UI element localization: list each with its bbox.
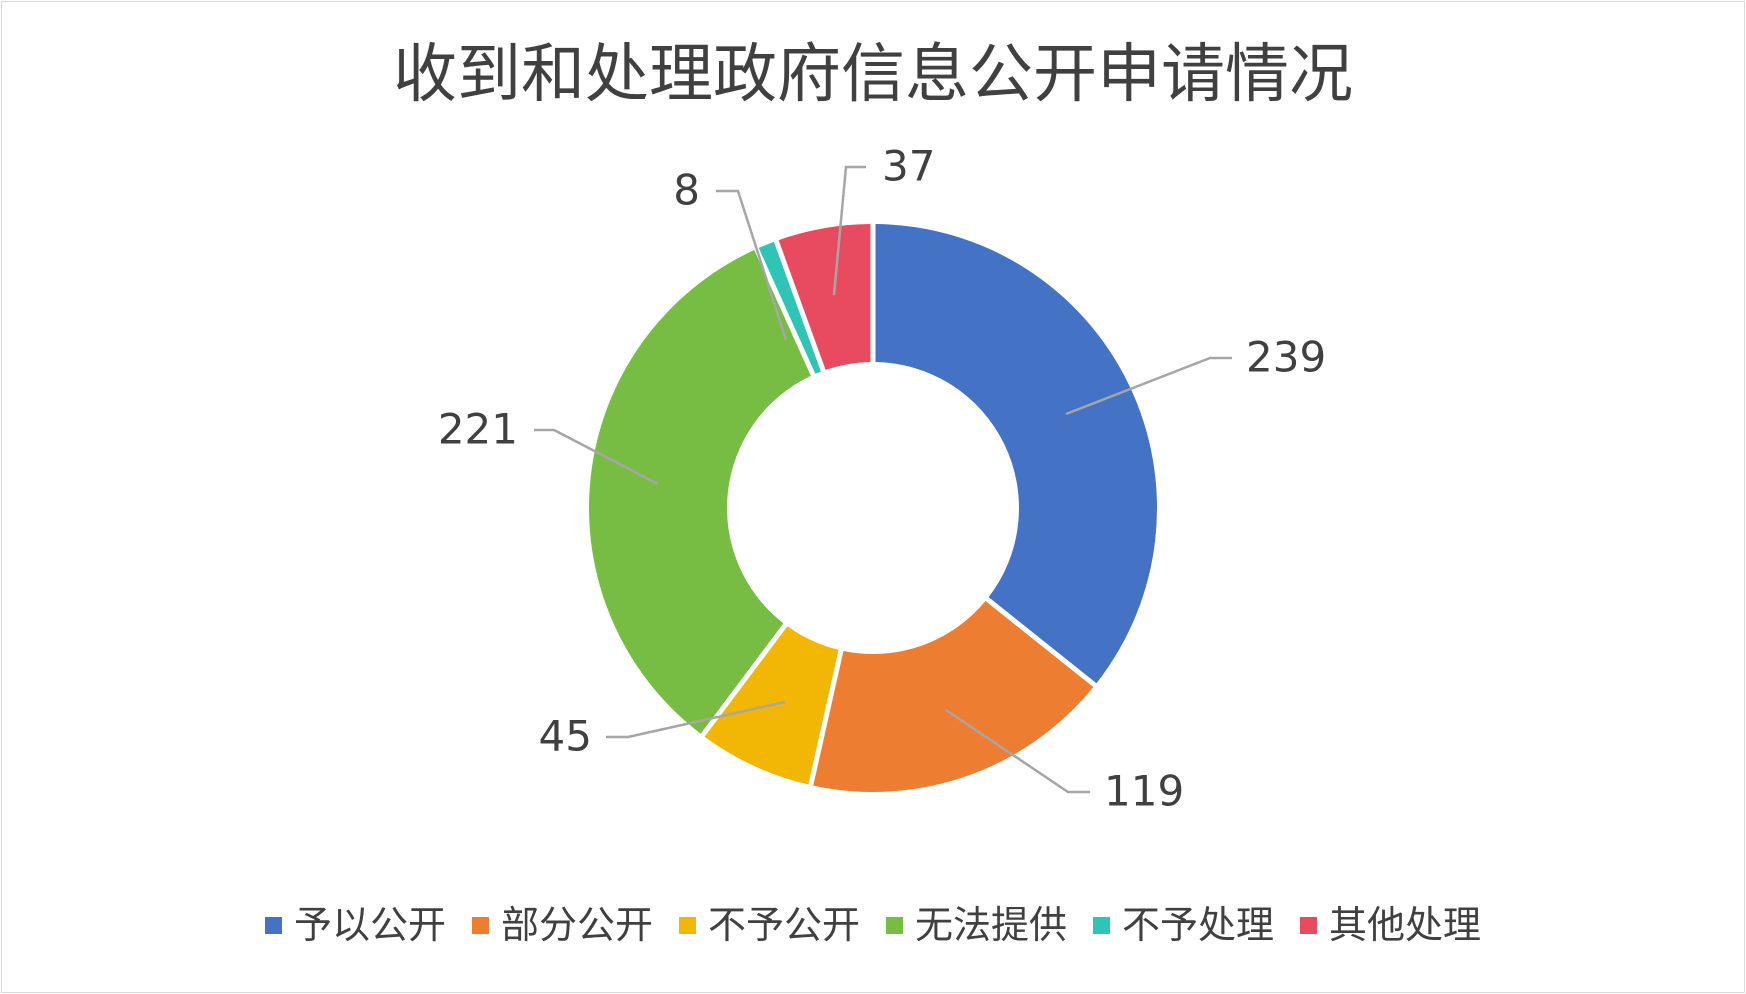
leader-line-1 <box>945 708 1090 794</box>
slice-0 <box>875 224 1157 684</box>
legend-swatch-0 <box>264 916 282 934</box>
data-label-1: 119 <box>1104 767 1184 816</box>
slice-1 <box>813 601 1094 792</box>
legend-item-2: 不予公开 <box>678 895 860 955</box>
legend-label-0: 予以公开 <box>293 903 446 947</box>
slice-3 <box>589 250 811 734</box>
legend-label-4: 不予处理 <box>1122 903 1275 947</box>
data-label-5: 37 <box>882 142 935 191</box>
slice-4 <box>758 241 821 374</box>
data-label-3: 221 <box>438 405 518 454</box>
legend-swatch-4 <box>1093 916 1111 934</box>
data-label-4: 8 <box>673 166 700 215</box>
legend-item-5: 其他处理 <box>1300 895 1481 955</box>
leader-line-0 <box>1065 356 1232 416</box>
legend-swatch-3 <box>886 916 903 934</box>
legend-swatch-2 <box>678 916 696 934</box>
data-label-0: 239 <box>1246 333 1326 382</box>
leader-line-5 <box>832 165 866 296</box>
legend-item-3: 无法提供 <box>886 895 1067 955</box>
legend-label-2: 不予公开 <box>707 903 860 947</box>
legend-item-0: 予以公开 <box>264 895 446 955</box>
chart-title: 收到和处理政府信息公开申请情况 <box>393 38 1353 112</box>
legend: 予以公开 部分公开 不予公开 无法提供 不予处理 其他处理 <box>0 895 1746 955</box>
legend-item-1: 部分公开 <box>471 895 653 955</box>
slice-5 <box>778 224 871 370</box>
legend-item-4: 不予处理 <box>1093 895 1274 955</box>
legend-swatch-1 <box>471 916 489 934</box>
legend-label-3: 无法提供 <box>915 903 1068 947</box>
legend-swatch-5 <box>1300 916 1318 934</box>
legend-label-1: 部分公开 <box>500 903 653 947</box>
data-label-2: 45 <box>539 712 592 761</box>
leader-line-3 <box>534 428 659 486</box>
leader-line-2 <box>606 700 786 739</box>
leader-line-4 <box>716 189 788 341</box>
legend-label-5: 其他处理 <box>1329 903 1482 947</box>
